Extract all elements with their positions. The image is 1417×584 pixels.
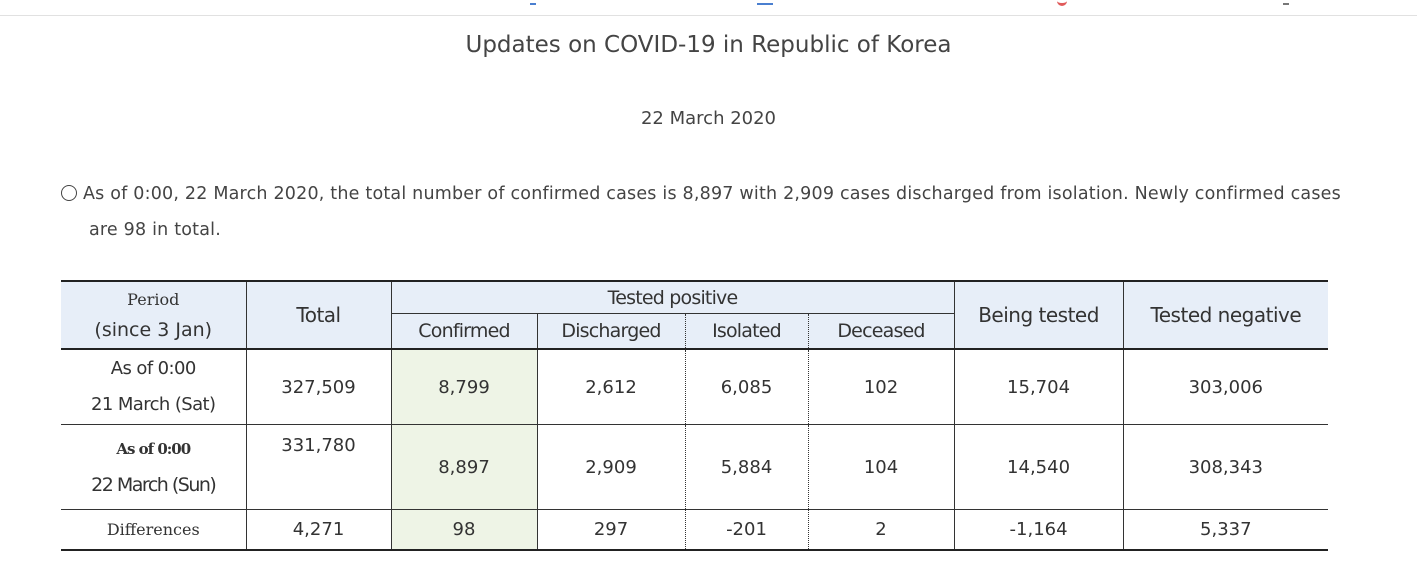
deceased-cell: 104 [807, 424, 955, 510]
top-nav-fragment [757, 0, 773, 5]
header-period: Period (since 3 Jan) [61, 280, 247, 350]
header-confirmed: Confirmed [391, 313, 538, 350]
differences-label: Differences [61, 509, 247, 551]
being-tested-cell: 15,704 [953, 348, 1124, 425]
deceased-cell: 2 [807, 509, 955, 551]
confirmed-cell: 8,799 [390, 348, 538, 425]
confirmed-cell: 98 [390, 509, 538, 551]
covid-stats-table: Period (since 3 Jan) Total Tested positi… [61, 280, 1329, 551]
summary-line-1: As of 0:00, 22 March 2020, the total num… [83, 184, 1341, 204]
header-period-sub: (since 3 Jan) [94, 319, 213, 341]
discharged-cell: 297 [536, 509, 686, 551]
confirmed-cell: 8,897 [390, 424, 538, 510]
period-line: As of 0:00 [110, 358, 197, 379]
page-title: Updates on COVID-19 in Republic of Korea [465, 32, 952, 58]
summary-line-2: are 98 in total. [89, 220, 221, 240]
discharged-cell: 2,909 [536, 424, 686, 510]
header-tested-positive: Tested positive [390, 280, 955, 314]
total-cell: 331,780 [245, 424, 392, 510]
isolated-cell: 5,884 [684, 424, 809, 510]
table-row: Differences 4,271 98 297 -201 2 -1,164 5… [61, 509, 1329, 551]
summary-paragraph: As of 0:00, 22 March 2020, the total num… [61, 176, 1351, 248]
header-deceased: Deceased [807, 313, 955, 350]
header-discharged: Discharged [536, 313, 686, 350]
isolated-cell: 6,085 [684, 348, 809, 425]
top-nav-fragment [1057, 0, 1067, 6]
discharged-cell: 2,612 [536, 348, 686, 425]
period-line: As of 0:00 [116, 440, 191, 458]
header-total: Total [245, 280, 392, 350]
tested-negative-cell: 308,343 [1122, 424, 1329, 510]
bullet-circle-icon [61, 185, 77, 201]
being-tested-cell: -1,164 [953, 509, 1124, 551]
total-cell: 327,509 [245, 348, 392, 425]
table-row: As of 0:00 22 March (Sun) 331,780 8,897 … [61, 424, 1329, 510]
table-row: As of 0:00 21 March (Sat) 327,509 8,799 … [61, 348, 1329, 425]
header-tested-negative: Tested negative [1122, 280, 1329, 350]
header-being-tested: Being tested [953, 280, 1124, 350]
period-cell: As of 0:00 21 March (Sat) [61, 348, 247, 425]
header-isolated: Isolated [684, 313, 809, 350]
tested-negative-cell: 5,337 [1122, 509, 1329, 551]
period-line: 22 March (Sun) [91, 474, 217, 496]
top-nav-fragment [530, 0, 536, 5]
report-date: 22 March 2020 [640, 108, 777, 129]
being-tested-cell: 14,540 [953, 424, 1124, 510]
total-cell: 4,271 [245, 509, 392, 551]
deceased-cell: 102 [807, 348, 955, 425]
header-period-label: Period [127, 290, 180, 309]
top-divider [0, 15, 1417, 16]
period-line: 21 March (Sat) [91, 394, 216, 415]
period-cell: As of 0:00 22 March (Sun) [61, 424, 247, 510]
tested-negative-cell: 303,006 [1122, 348, 1329, 425]
isolated-cell: -201 [684, 509, 809, 551]
top-nav-fragment [1283, 0, 1289, 5]
